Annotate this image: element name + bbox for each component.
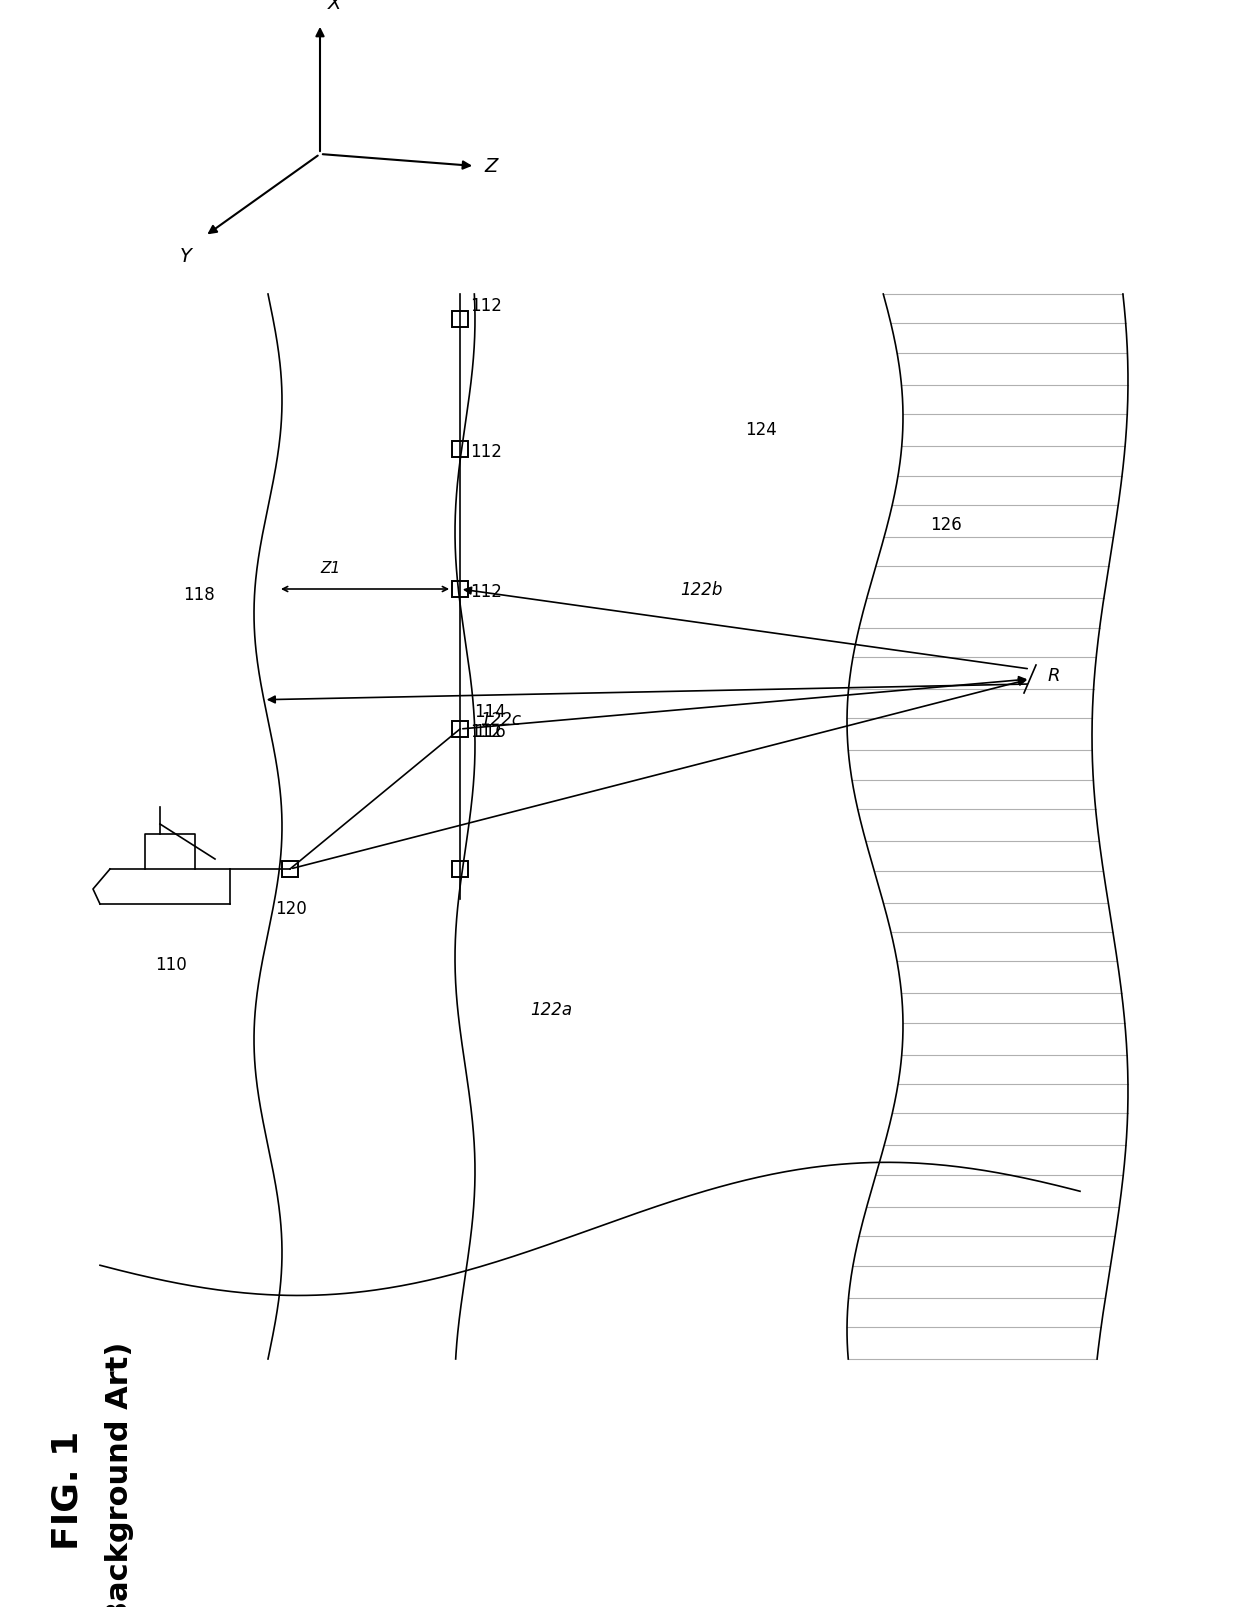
Text: Z1: Z1 [320, 561, 340, 575]
Text: 110: 110 [155, 956, 187, 974]
Bar [281, 861, 298, 877]
Text: 120: 120 [275, 900, 306, 918]
Text: 114: 114 [474, 702, 506, 720]
Bar [453, 582, 467, 598]
Text: (Background Art): (Background Art) [105, 1340, 134, 1607]
Text: Z: Z [484, 157, 497, 177]
Text: R: R [1048, 667, 1060, 685]
Text: 118: 118 [184, 585, 215, 604]
Text: 112: 112 [470, 297, 502, 315]
Text: X: X [329, 0, 341, 13]
Text: 112: 112 [470, 442, 502, 461]
Text: 126: 126 [930, 516, 962, 534]
Text: 112: 112 [470, 583, 502, 601]
Text: 112: 112 [470, 723, 502, 741]
Text: 122a: 122a [529, 1001, 572, 1019]
Text: Y: Y [180, 247, 192, 265]
Bar [453, 442, 467, 458]
Text: FIG. 1: FIG. 1 [51, 1430, 86, 1549]
Text: 124: 124 [745, 421, 776, 439]
Text: 116: 116 [474, 723, 506, 741]
Bar [453, 722, 467, 738]
Text: 122b: 122b [680, 580, 723, 599]
Bar [453, 861, 467, 877]
Text: 122c: 122c [480, 710, 521, 728]
Bar [453, 312, 467, 328]
